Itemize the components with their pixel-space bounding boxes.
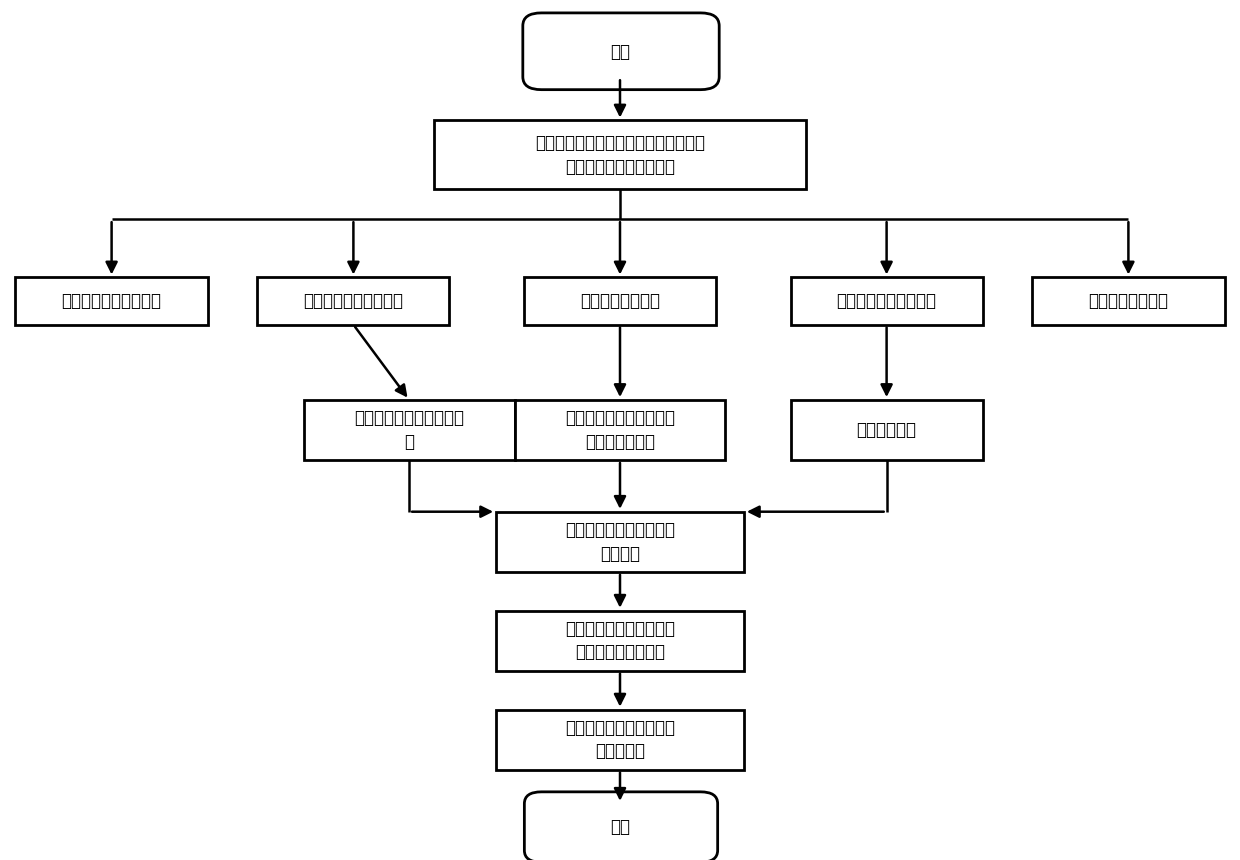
FancyBboxPatch shape bbox=[15, 277, 207, 324]
FancyBboxPatch shape bbox=[304, 400, 515, 460]
FancyBboxPatch shape bbox=[525, 792, 718, 860]
FancyBboxPatch shape bbox=[523, 13, 719, 89]
Text: 建立约束条件: 建立约束条件 bbox=[857, 421, 916, 439]
FancyBboxPatch shape bbox=[1032, 277, 1225, 324]
Text: 输出微电网系统最优配置
的储能容量: 输出微电网系统最优配置 的储能容量 bbox=[565, 719, 675, 760]
Text: 建立电动汽车自身收益模
型: 建立电动汽车自身收益模 型 bbox=[355, 409, 464, 451]
Text: 将多目标函数通过线性加
权法综合: 将多目标函数通过线性加 权法综合 bbox=[565, 521, 675, 562]
Text: 建立电动汽车系统模型: 建立电动汽车系统模型 bbox=[837, 292, 936, 310]
Text: 结束: 结束 bbox=[610, 819, 630, 836]
Text: 建立光伏发电系统模型: 建立光伏发电系统模型 bbox=[62, 292, 161, 310]
FancyBboxPatch shape bbox=[434, 120, 806, 189]
Text: 建立基于分时电价的微电
网综合效益模型: 建立基于分时电价的微电 网综合效益模型 bbox=[565, 409, 675, 451]
FancyBboxPatch shape bbox=[791, 400, 982, 460]
Text: 采用变权重的粒子群算法
对目标函数进行优化: 采用变权重的粒子群算法 对目标函数进行优化 bbox=[565, 620, 675, 661]
FancyBboxPatch shape bbox=[523, 277, 717, 324]
Text: 建立等效负荷模型: 建立等效负荷模型 bbox=[1089, 292, 1168, 310]
FancyBboxPatch shape bbox=[496, 512, 744, 572]
FancyBboxPatch shape bbox=[257, 277, 449, 324]
Text: 开始: 开始 bbox=[610, 43, 630, 60]
FancyBboxPatch shape bbox=[496, 710, 744, 770]
Text: 建立包含电动汽车和分布式新能源以及
储能系统的微网系统结构: 建立包含电动汽车和分布式新能源以及 储能系统的微网系统结构 bbox=[534, 134, 706, 175]
FancyBboxPatch shape bbox=[515, 400, 725, 460]
FancyBboxPatch shape bbox=[496, 611, 744, 671]
Text: 建立风力发电系统模型: 建立风力发电系统模型 bbox=[304, 292, 403, 310]
Text: 建立储能系统模型: 建立储能系统模型 bbox=[580, 292, 660, 310]
FancyBboxPatch shape bbox=[791, 277, 982, 324]
